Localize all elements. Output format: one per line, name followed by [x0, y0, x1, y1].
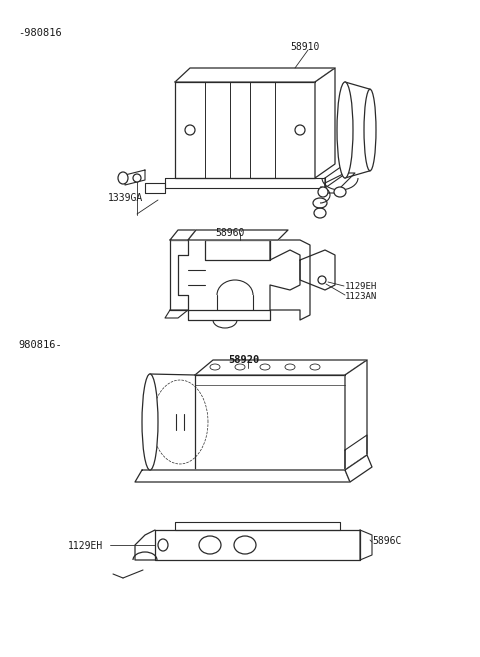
Ellipse shape — [133, 174, 141, 182]
Polygon shape — [175, 68, 335, 82]
Ellipse shape — [234, 536, 256, 554]
Ellipse shape — [295, 125, 305, 135]
Ellipse shape — [118, 172, 128, 184]
Polygon shape — [175, 82, 315, 178]
Text: -980816: -980816 — [18, 28, 62, 38]
Ellipse shape — [199, 536, 221, 554]
Text: 58910: 58910 — [290, 42, 319, 52]
Ellipse shape — [334, 187, 346, 197]
Ellipse shape — [364, 89, 376, 171]
Text: 1129EH: 1129EH — [345, 282, 377, 291]
Text: 1123AN: 1123AN — [345, 292, 377, 301]
Polygon shape — [170, 230, 196, 240]
Polygon shape — [188, 230, 288, 240]
Ellipse shape — [318, 187, 328, 197]
Text: 5896C: 5896C — [372, 536, 401, 546]
Ellipse shape — [158, 539, 168, 551]
Polygon shape — [345, 360, 367, 470]
Text: 1129EH: 1129EH — [68, 541, 103, 551]
Polygon shape — [345, 455, 372, 482]
Polygon shape — [195, 375, 345, 470]
Text: 980816-: 980816- — [18, 340, 62, 350]
Text: 58920: 58920 — [228, 355, 259, 365]
Text: 1339GA: 1339GA — [108, 193, 143, 203]
Ellipse shape — [142, 374, 158, 470]
Polygon shape — [315, 68, 335, 178]
Polygon shape — [195, 360, 367, 375]
Polygon shape — [135, 470, 350, 482]
Ellipse shape — [337, 82, 353, 178]
Ellipse shape — [318, 276, 326, 284]
Text: 58960: 58960 — [215, 228, 244, 238]
Ellipse shape — [185, 125, 195, 135]
